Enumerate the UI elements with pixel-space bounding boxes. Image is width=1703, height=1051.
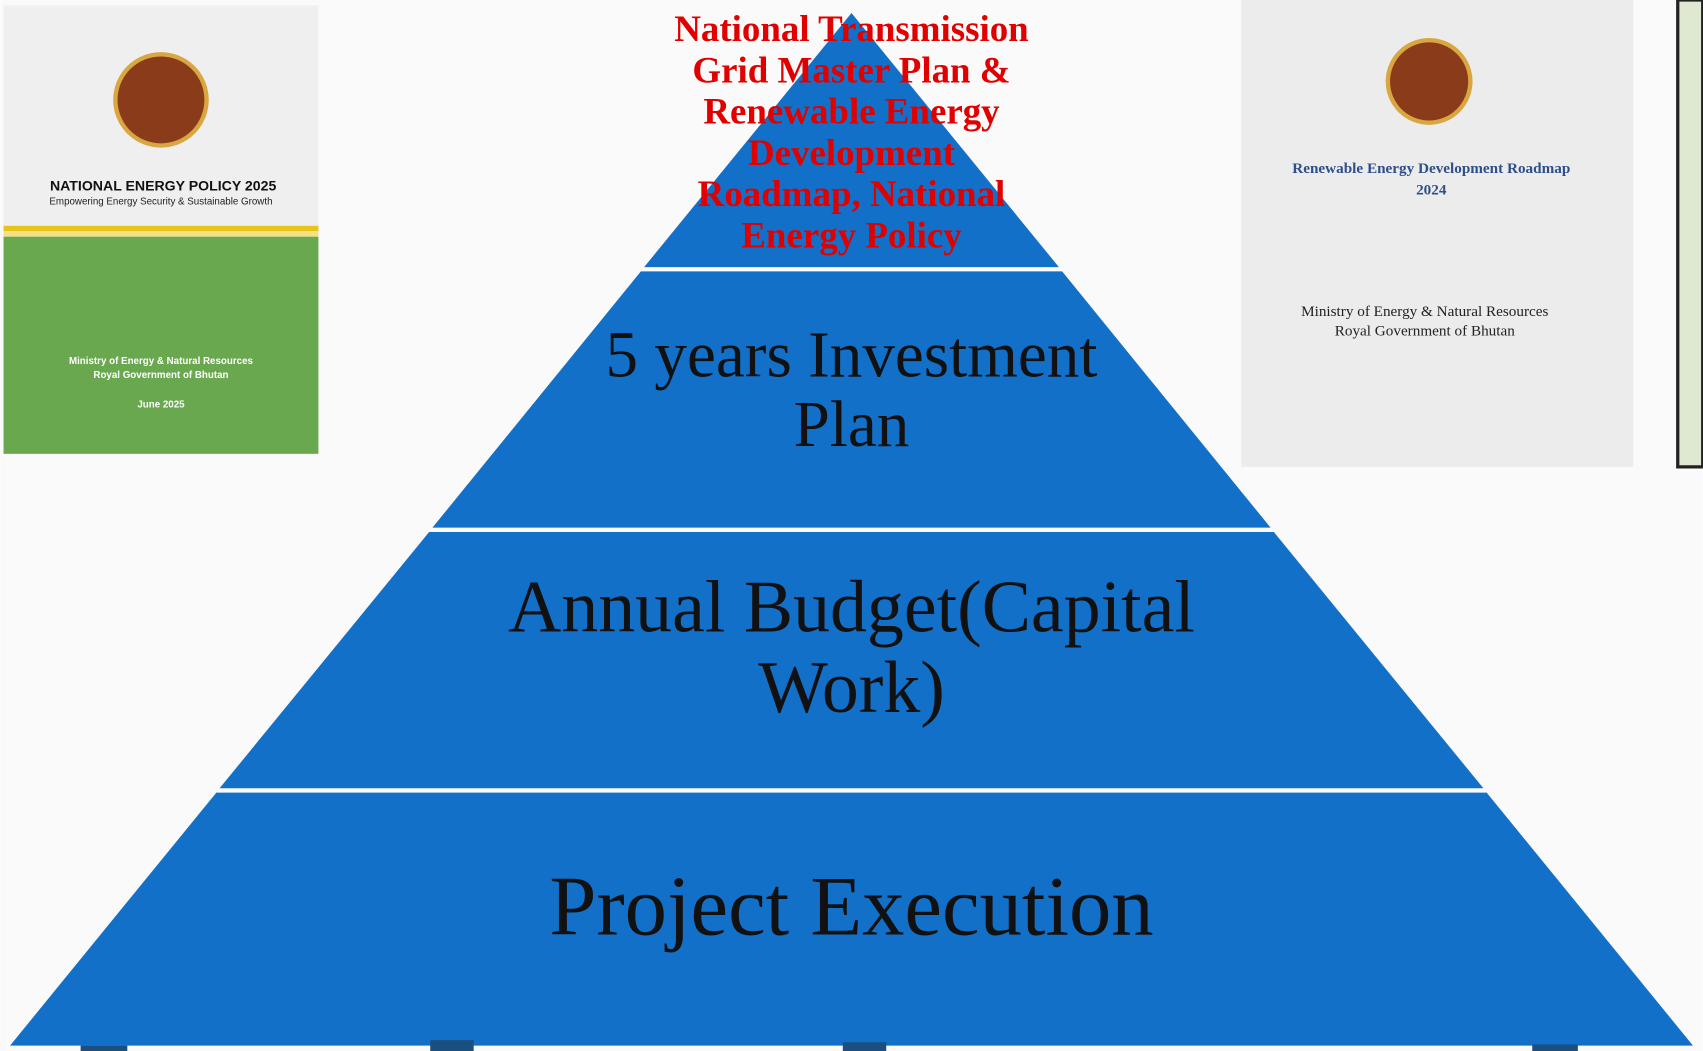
pyramid-level [219, 532, 1484, 789]
emblem [113, 52, 209, 148]
level-label: Renewable Energy [703, 91, 1000, 132]
level-label: Annual Budget(Capital [508, 565, 1195, 647]
cover-year: 2024 [1416, 182, 1447, 199]
stripe [3, 225, 319, 232]
level-label: Grid Master Plan & [692, 49, 1010, 90]
cover-bottom [3, 236, 319, 454]
pyramid-level [644, 13, 1059, 268]
cover-title: Renewable Energy Development Roadmap [1292, 160, 1570, 177]
pyramid-level [432, 271, 1271, 528]
footer-block [80, 1045, 128, 1051]
footer-block [1532, 1044, 1578, 1051]
level-label: Development [748, 132, 956, 173]
pyramid-level [10, 792, 1693, 1046]
level-label: Project Execution [549, 861, 1153, 954]
level-label: 5 years Investment [606, 320, 1098, 392]
cover-title: NATIONAL ENERGY POLICY 2025 [50, 177, 276, 193]
level-label: Roadmap, National [698, 173, 1006, 214]
level-label: Energy Policy [741, 214, 962, 255]
cover-government: Royal Government of Bhutan [1335, 323, 1516, 340]
level-label: National Transmission [674, 8, 1028, 49]
cover-ministry: Ministry of Energy & Natural Resources [69, 356, 254, 367]
partial-cover [1676, 0, 1703, 469]
cover-date: June 2025 [137, 400, 185, 411]
stripe [3, 231, 319, 237]
emblem [1385, 38, 1473, 125]
left-cover: NATIONAL ENERGY POLICY 2025 Empowering E… [3, 5, 319, 454]
footer-block [842, 1042, 887, 1051]
cover-ministry: Ministry of Energy & Natural Resources [1301, 303, 1548, 320]
cover-government: Royal Government of Bhutan [93, 370, 228, 381]
cover-subtitle: Empowering Energy Security & Sustainable… [49, 197, 272, 208]
level-label: Plan [794, 389, 910, 461]
right-cover: Renewable Energy Development Roadmap 202… [1241, 0, 1703, 469]
level-label: Work) [758, 646, 945, 728]
footer-block [430, 1040, 474, 1051]
pyramid [10, 13, 1693, 1051]
